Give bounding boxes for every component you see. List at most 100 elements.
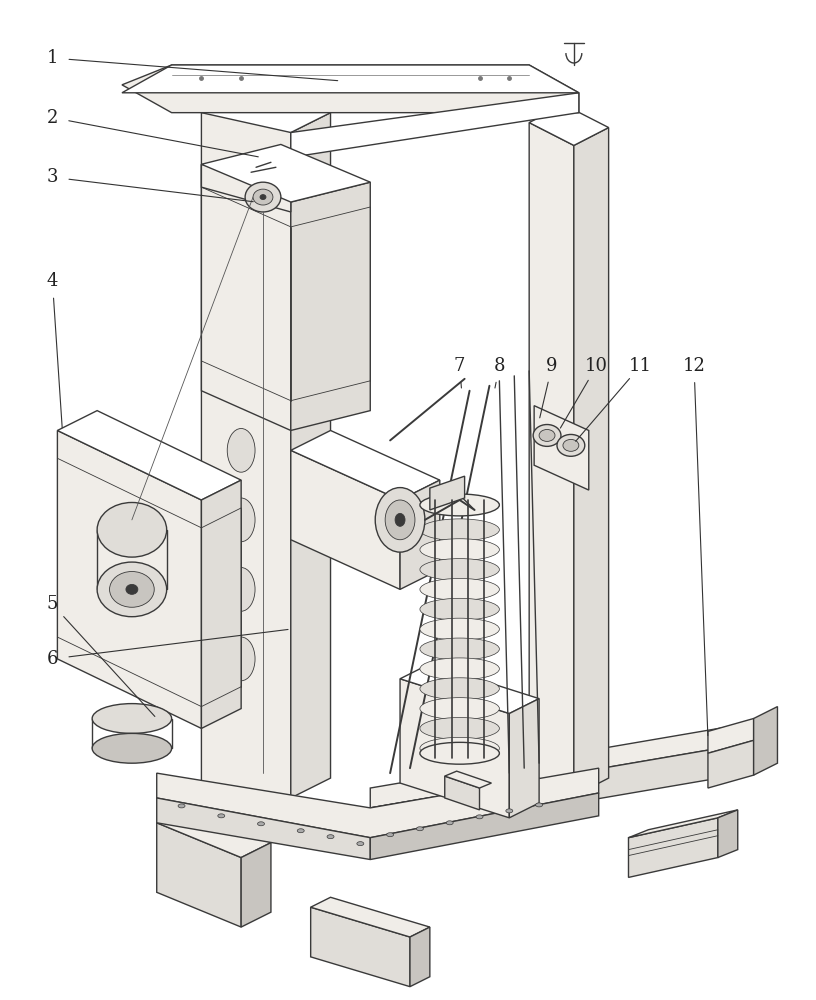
Ellipse shape: [420, 618, 499, 640]
Text: 11: 11: [629, 357, 652, 375]
Polygon shape: [628, 818, 718, 877]
Polygon shape: [290, 182, 370, 430]
Polygon shape: [122, 65, 579, 93]
Polygon shape: [529, 105, 609, 145]
Ellipse shape: [297, 829, 304, 833]
Polygon shape: [370, 743, 747, 838]
Ellipse shape: [375, 488, 425, 552]
Polygon shape: [311, 907, 410, 987]
Ellipse shape: [420, 742, 499, 764]
Ellipse shape: [535, 803, 543, 807]
Text: 5: 5: [47, 595, 58, 613]
Polygon shape: [122, 65, 579, 113]
Text: 1: 1: [47, 49, 58, 67]
Polygon shape: [445, 776, 480, 810]
Polygon shape: [718, 810, 738, 858]
Ellipse shape: [420, 598, 499, 620]
Ellipse shape: [420, 578, 499, 600]
Text: 2: 2: [47, 109, 58, 127]
Polygon shape: [242, 843, 271, 927]
Polygon shape: [509, 699, 539, 818]
Polygon shape: [157, 808, 271, 858]
Polygon shape: [202, 164, 290, 430]
Polygon shape: [708, 740, 754, 788]
Text: 9: 9: [546, 357, 558, 375]
Ellipse shape: [420, 638, 499, 660]
Ellipse shape: [97, 562, 166, 617]
Ellipse shape: [420, 494, 499, 516]
Ellipse shape: [227, 359, 255, 403]
Ellipse shape: [420, 678, 499, 700]
Ellipse shape: [109, 572, 154, 607]
Text: 7: 7: [454, 357, 465, 375]
Polygon shape: [534, 406, 589, 490]
Text: 4: 4: [47, 272, 58, 290]
Polygon shape: [445, 771, 491, 788]
Polygon shape: [157, 798, 370, 860]
Ellipse shape: [539, 429, 555, 441]
Ellipse shape: [245, 182, 281, 212]
Polygon shape: [202, 103, 330, 133]
Text: 12: 12: [683, 357, 706, 375]
Text: 8: 8: [494, 357, 505, 375]
Polygon shape: [410, 927, 430, 987]
Ellipse shape: [253, 189, 273, 205]
Ellipse shape: [533, 425, 561, 446]
Ellipse shape: [476, 815, 483, 819]
Ellipse shape: [420, 658, 499, 680]
Ellipse shape: [258, 822, 264, 826]
Ellipse shape: [218, 814, 224, 818]
Ellipse shape: [563, 439, 579, 451]
Polygon shape: [754, 707, 778, 775]
Polygon shape: [708, 719, 754, 753]
Polygon shape: [529, 123, 574, 796]
Ellipse shape: [557, 434, 585, 456]
Ellipse shape: [260, 195, 266, 200]
Ellipse shape: [126, 584, 138, 594]
Polygon shape: [202, 103, 290, 818]
Ellipse shape: [420, 737, 499, 759]
Ellipse shape: [227, 637, 255, 681]
Text: 3: 3: [47, 168, 58, 186]
Ellipse shape: [420, 698, 499, 719]
Polygon shape: [290, 450, 400, 589]
Ellipse shape: [385, 500, 415, 540]
Ellipse shape: [420, 718, 499, 739]
Polygon shape: [370, 793, 599, 860]
Ellipse shape: [178, 804, 185, 808]
Polygon shape: [574, 128, 609, 796]
Ellipse shape: [92, 733, 171, 763]
Ellipse shape: [227, 289, 255, 333]
Polygon shape: [311, 897, 430, 937]
Ellipse shape: [387, 833, 393, 837]
Polygon shape: [430, 476, 464, 510]
Ellipse shape: [227, 498, 255, 542]
Polygon shape: [290, 430, 440, 500]
Ellipse shape: [227, 428, 255, 472]
Polygon shape: [157, 768, 599, 838]
Polygon shape: [202, 164, 290, 212]
Text: 6: 6: [47, 650, 58, 668]
Ellipse shape: [420, 539, 499, 561]
Ellipse shape: [395, 513, 405, 526]
Ellipse shape: [327, 835, 334, 839]
Polygon shape: [628, 810, 738, 838]
Text: 10: 10: [585, 357, 608, 375]
Ellipse shape: [227, 568, 255, 611]
Polygon shape: [400, 679, 509, 818]
Ellipse shape: [420, 519, 499, 541]
Polygon shape: [290, 113, 330, 798]
Polygon shape: [57, 430, 202, 728]
Ellipse shape: [357, 842, 364, 846]
Ellipse shape: [416, 827, 424, 831]
Polygon shape: [202, 480, 242, 728]
Ellipse shape: [446, 821, 453, 825]
Ellipse shape: [506, 809, 512, 813]
Ellipse shape: [92, 704, 171, 733]
Polygon shape: [370, 723, 747, 808]
Polygon shape: [202, 144, 370, 202]
Polygon shape: [290, 93, 579, 157]
Polygon shape: [400, 664, 539, 714]
Polygon shape: [157, 823, 242, 927]
Polygon shape: [400, 480, 440, 589]
